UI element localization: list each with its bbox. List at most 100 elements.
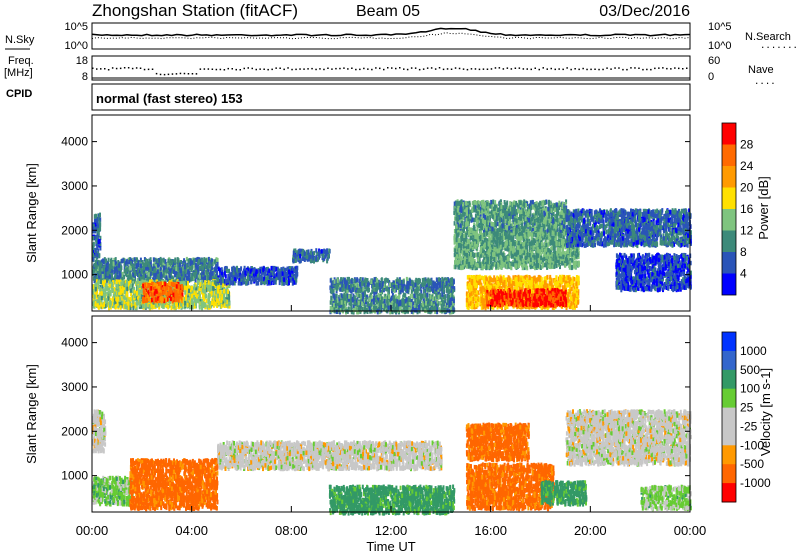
freq-point: [399, 67, 401, 69]
scatter-cell: [332, 302, 335, 308]
scatter-cell: [154, 257, 157, 263]
freq-point: [367, 68, 369, 70]
scatter-cell: [96, 227, 99, 233]
scatter-cell: [285, 280, 288, 285]
scatter-cell: [156, 258, 159, 263]
mode-label: normal (fast stereo) 153: [96, 91, 243, 106]
scatter-cell: [96, 233, 99, 238]
scatter-cell: [162, 273, 165, 278]
scatter-cell: [105, 282, 108, 288]
freq-point: [490, 68, 493, 70]
scatter-cell: [302, 256, 305, 261]
scatter-cell: [165, 297, 168, 302]
scatter-cell: [124, 304, 127, 309]
scatter-cell: [159, 296, 162, 301]
scatter-cell: [137, 260, 140, 266]
scatter-cell: [193, 284, 196, 289]
scatter-cell: [211, 300, 213, 306]
freq-point: [339, 67, 341, 70]
scatter-cell: [132, 300, 135, 305]
scatter-cell: [108, 279, 111, 284]
scatter-cell: [249, 269, 252, 274]
scatter-cell: [129, 297, 132, 302]
scatter-cell: [99, 246, 102, 251]
freq-point: [315, 68, 317, 71]
scatter-cell: [197, 298, 200, 304]
scatter-cell: [144, 276, 147, 281]
scatter-cell: [154, 289, 157, 294]
scatter-cell: [216, 264, 219, 270]
scatter-cell: [216, 257, 219, 263]
scatter-cell: [146, 261, 149, 266]
scatter-cell: [94, 234, 97, 240]
scatter-cell: [410, 302, 413, 307]
freq-point: [215, 68, 218, 71]
freq-point: [287, 67, 289, 69]
scatter-cell: [392, 297, 395, 302]
scatter-cell: [115, 279, 118, 284]
freq-point: [686, 67, 688, 69]
scatter-cell: [365, 286, 368, 292]
scatter-cell: [249, 276, 252, 281]
freq-point: [538, 68, 540, 71]
scatter-cell: [99, 212, 101, 218]
freq-point: [534, 67, 536, 69]
scatter-cell: [264, 279, 267, 285]
scatter-cell: [128, 259, 131, 265]
scatter-cell: [176, 258, 179, 263]
freq-point: [422, 68, 425, 70]
scatter-cell: [99, 263, 102, 268]
scatter-cell: [432, 288, 434, 294]
scatter-cell: [103, 271, 106, 277]
scatter-cell: [166, 262, 169, 268]
cpid-label: CPID: [6, 88, 32, 100]
scatter-cell: [429, 295, 432, 300]
scatter-cell: [180, 295, 183, 301]
freq-point: [191, 73, 194, 75]
freq-point: [123, 67, 126, 69]
scatter-cell: [397, 306, 400, 312]
scatter-cell: [123, 289, 126, 295]
scatter-cell: [127, 301, 130, 306]
scatter-cell: [410, 289, 413, 294]
scatter-cell: [207, 299, 210, 305]
scatter-cell: [451, 281, 454, 286]
scatter-cell: [96, 253, 99, 258]
freq-point: [335, 67, 337, 70]
scatter-cell: [392, 302, 395, 308]
scatter-cell: [446, 287, 449, 292]
scatter-cell: [236, 266, 239, 272]
scatter-cell: [128, 281, 131, 286]
scatter-cell: [200, 274, 203, 280]
scatter-cell: [167, 265, 170, 271]
scatter-cell: [299, 253, 302, 259]
scatter-cell: [281, 281, 284, 286]
scatter-cell: [178, 260, 181, 265]
scatter-cell: [372, 300, 375, 305]
freq-point: [243, 67, 245, 70]
scatter-cell: [116, 269, 119, 275]
scatter-cell: [330, 295, 333, 301]
scatter-cell: [167, 276, 170, 281]
freq-point: [570, 68, 572, 71]
scatter-cell: [153, 261, 156, 266]
freq-point: [682, 68, 684, 70]
scatter-cell: [211, 271, 214, 276]
scatter-cell: [113, 267, 116, 272]
freq-point: [474, 68, 477, 70]
scatter-cell: [421, 300, 424, 306]
scatter-cell: [348, 280, 351, 285]
freq-point: [139, 67, 142, 69]
scatter-cell: [93, 214, 96, 219]
scatter-cell: [139, 257, 142, 263]
freq-point: [630, 67, 632, 69]
freq-point: [434, 68, 437, 70]
noise-right-tick-hi: 10^5: [708, 21, 732, 33]
freq-point: [383, 68, 385, 71]
scatter-cell: [255, 269, 258, 275]
freq-point: [454, 67, 457, 69]
scatter-cell: [201, 270, 204, 275]
scatter-cell: [96, 217, 99, 223]
noise-search-style: .......: [760, 41, 798, 51]
scatter-cell: [403, 307, 406, 313]
